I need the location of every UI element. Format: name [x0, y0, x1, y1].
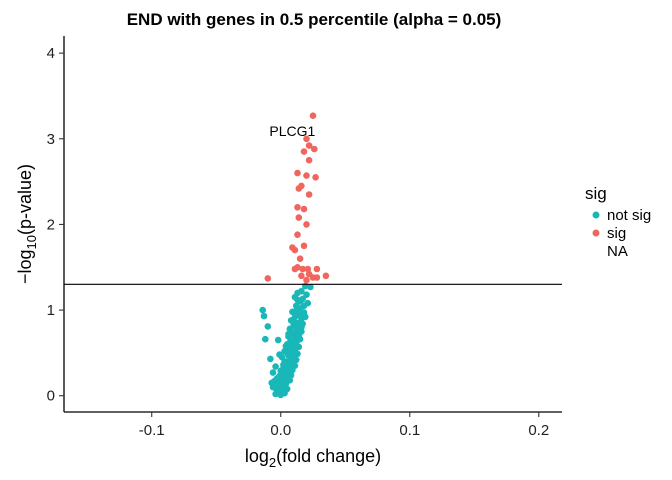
data-point-sig — [298, 272, 305, 280]
data-point-sig — [291, 265, 299, 273]
data-point-not-sig — [303, 291, 310, 299]
data-point-not-sig — [262, 335, 269, 343]
legend-swatch — [592, 211, 600, 219]
data-point-not-sig — [264, 323, 272, 330]
data-point-sig — [295, 185, 303, 192]
x-axis-title-sub: 2 — [269, 455, 276, 470]
data-point-not-sig — [291, 340, 299, 347]
data-point-not-sig — [272, 363, 279, 370]
data-point-not-sig — [282, 370, 290, 377]
data-point-sig — [303, 276, 310, 284]
data-point-sig — [300, 242, 308, 250]
data-point-sig — [303, 135, 310, 143]
data-point-sig — [311, 145, 318, 153]
legend-label: NA — [607, 243, 628, 260]
data-point-not-sig — [300, 302, 308, 310]
data-point-not-sig — [295, 332, 303, 340]
y-tick-label: 2 — [47, 216, 55, 233]
legend-label: not sig — [607, 207, 651, 224]
data-point-not-sig — [287, 357, 295, 364]
chart-title: END with genes in 0.5 percentile (alpha … — [127, 10, 502, 29]
data-point-not-sig — [302, 313, 309, 321]
data-point-sig — [264, 275, 272, 282]
x-tick-label: 0.2 — [528, 422, 549, 439]
y-axis-title: −log10(p-value) — [15, 164, 39, 284]
y-tick-label: 4 — [47, 45, 55, 62]
data-point-sig — [312, 174, 319, 181]
y-axis-ticks: 0 1 2 3 4 — [47, 45, 64, 405]
data-point-sig — [295, 214, 303, 221]
y-axis-title-pre: −log — [15, 249, 35, 284]
x-axis-title-pre: log — [245, 446, 269, 466]
x-axis-title-post: (fold change) — [276, 446, 381, 466]
data-point-sig — [294, 231, 301, 238]
annotations: PLCG1 — [269, 123, 315, 139]
data-point-sig — [305, 191, 313, 198]
data-point-sig — [313, 274, 321, 281]
annotation-label: PLCG1 — [269, 123, 315, 139]
data-point-not-sig — [260, 312, 268, 320]
x-tick-label: 0.0 — [270, 422, 291, 439]
data-point-not-sig — [280, 378, 287, 386]
data-point-not-sig — [283, 349, 291, 357]
data-point-not-sig — [294, 296, 301, 304]
data-point-sig — [300, 205, 308, 213]
data-point-sig — [294, 204, 301, 211]
data-point-not-sig — [289, 347, 296, 354]
x-tick-label: -0.1 — [139, 422, 165, 439]
data-point-sig — [313, 265, 321, 273]
y-axis-title-post: (p-value) — [15, 164, 35, 235]
data-point-sig — [304, 265, 312, 273]
data-point-not-sig — [281, 358, 288, 365]
data-point-sig — [294, 169, 301, 177]
data-point-not-sig — [298, 323, 305, 331]
y-tick-label: 3 — [47, 131, 55, 148]
data-point-not-sig — [286, 339, 294, 346]
data-point-not-sig — [290, 318, 297, 326]
legend-title: sig — [585, 184, 607, 203]
data-point-not-sig — [267, 355, 274, 363]
data-point-sig — [303, 221, 310, 228]
data-point-not-sig — [285, 330, 292, 338]
x-axis-ticks: -0.1 0.0 0.1 0.2 — [139, 412, 549, 439]
data-point-not-sig — [259, 306, 267, 314]
data-point-sig — [303, 172, 310, 179]
data-point-not-sig — [269, 369, 277, 376]
data-point-sig — [291, 246, 299, 254]
data-point-not-sig — [307, 283, 314, 291]
data-point-sig — [322, 272, 330, 280]
data-point-sig — [305, 142, 313, 149]
data-point-sig — [309, 112, 317, 119]
legend-label: sig — [607, 225, 626, 242]
legend-swatch — [592, 229, 600, 237]
data-point-not-sig — [281, 389, 288, 397]
y-tick-label: 0 — [47, 388, 55, 405]
data-point-not-sig — [274, 387, 282, 394]
y-axis-title-sub: 10 — [24, 235, 39, 249]
data-point-sig — [296, 255, 304, 262]
data-point-sig — [305, 156, 313, 164]
y-tick-label: 1 — [47, 302, 55, 319]
x-axis-title: log2(fold change) — [245, 446, 381, 470]
data-point-not-sig — [274, 336, 282, 344]
data-point-not-sig — [276, 351, 283, 358]
x-tick-label: 0.1 — [399, 422, 420, 439]
data-points — [259, 112, 330, 399]
data-point-not-sig — [268, 379, 276, 387]
data-point-sig — [300, 148, 308, 155]
data-point-sig — [299, 265, 307, 273]
